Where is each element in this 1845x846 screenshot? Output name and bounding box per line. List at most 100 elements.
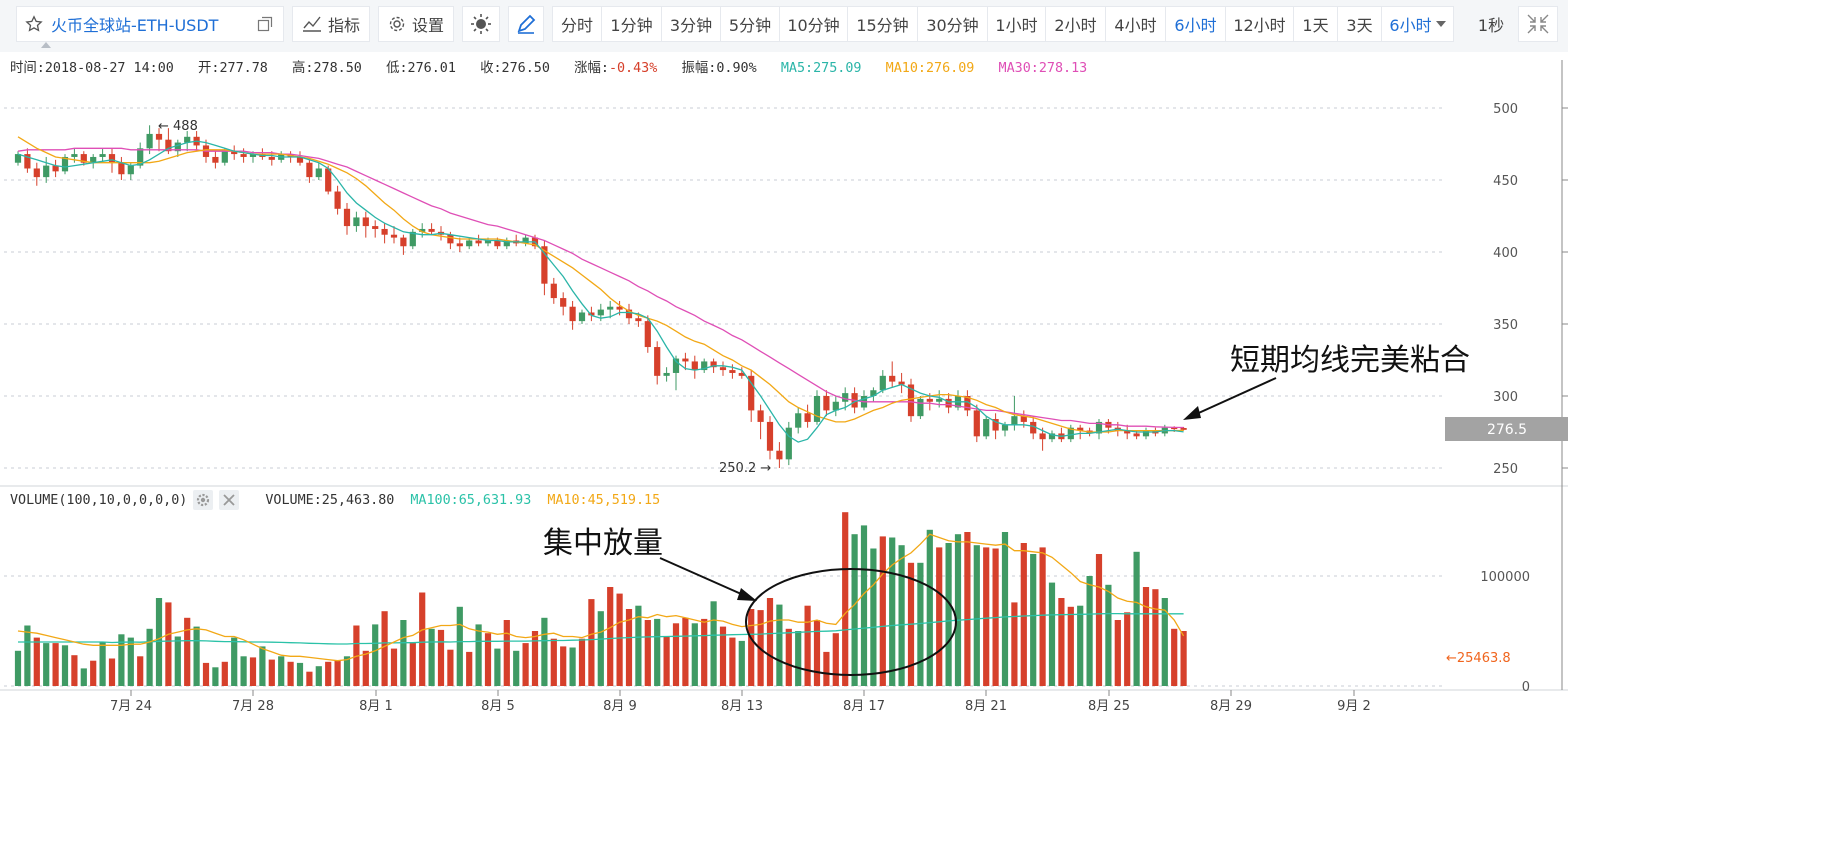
tab-tf-12[interactable]: 1天 xyxy=(1294,6,1338,42)
candle-body xyxy=(1142,430,1150,437)
chart-line-icon xyxy=(302,15,322,33)
tab-tf-1[interactable]: 1分钟 xyxy=(602,6,662,42)
info-high: 高:278.50 xyxy=(292,61,362,76)
last-price-label: 276.5 xyxy=(1487,422,1527,438)
tab-tf-6[interactable]: 30分钟 xyxy=(918,6,988,42)
volume-bar xyxy=(137,656,144,686)
tab-tf-8[interactable]: 2小时 xyxy=(1046,6,1106,42)
volume-bar xyxy=(362,650,369,686)
candle-body xyxy=(428,228,435,232)
candle-body xyxy=(597,309,604,316)
candle-body xyxy=(889,375,896,382)
symbol-selector[interactable]: 火币全球站-ETH-USDT xyxy=(16,6,284,48)
volume-close-button[interactable] xyxy=(219,490,240,510)
volume-bar xyxy=(701,618,708,686)
draw-tool-button[interactable] xyxy=(508,6,544,42)
volume-bar xyxy=(127,637,134,686)
candle-body xyxy=(1001,424,1009,431)
candle-body xyxy=(466,240,473,247)
volume-bar xyxy=(513,650,520,686)
settings-button[interactable]: 设置 xyxy=(378,6,454,42)
candle-body xyxy=(118,162,125,175)
volume-bar xyxy=(419,592,426,686)
tab-tf-13[interactable]: 3天 xyxy=(1338,6,1382,42)
volume-bar xyxy=(381,611,388,686)
tab-tf-7[interactable]: 1小时 xyxy=(988,6,1046,42)
volume-bar xyxy=(184,617,191,686)
chevron-down-icon xyxy=(1435,21,1446,27)
ohlc-info-bar: 时间:2018-08-27 14:00 开:277.78 高:278.50 低:… xyxy=(10,56,1087,76)
candle-body xyxy=(409,231,416,247)
tab-tf-5[interactable]: 15分钟 xyxy=(848,6,918,42)
candle-body xyxy=(635,318,642,322)
candle-body xyxy=(1020,416,1027,422)
popout-icon[interactable] xyxy=(257,16,273,32)
candle-body xyxy=(80,154,87,163)
candle-body xyxy=(484,240,492,244)
theme-toggle-button[interactable] xyxy=(462,6,500,42)
candle-body xyxy=(306,162,313,178)
candle-body xyxy=(569,306,576,322)
time-tick-label: 8月 17 xyxy=(843,699,885,714)
volume-bar xyxy=(1011,602,1018,686)
candle-body xyxy=(1152,430,1159,434)
volume-bar xyxy=(964,532,971,686)
volume-bar xyxy=(898,545,905,686)
candle-body xyxy=(832,401,839,411)
collapse-icon xyxy=(1526,13,1550,35)
last-volume-label: ←25463.8 xyxy=(1446,651,1511,666)
candle-body xyxy=(137,148,144,166)
close-icon xyxy=(223,494,236,506)
candle-body xyxy=(860,396,868,408)
volume-bar xyxy=(569,647,576,686)
volume-bar xyxy=(766,598,774,686)
candle-body xyxy=(71,154,78,157)
timeframe-dropdown[interactable]: 6小时 xyxy=(1382,6,1454,42)
info-change-label: 涨幅: xyxy=(574,61,609,76)
tab-tf-10[interactable]: 6小时 xyxy=(1166,6,1226,42)
ma30-line xyxy=(17,147,1184,429)
candle-body xyxy=(701,361,708,371)
volume-bar xyxy=(296,662,304,686)
candle-body xyxy=(588,312,595,316)
volume-bar xyxy=(1142,587,1150,686)
indicator-button[interactable]: 指标 xyxy=(292,6,370,42)
tab-tf-4[interactable]: 10分钟 xyxy=(780,6,848,42)
volume-bar xyxy=(484,633,492,686)
tab-tf-0[interactable]: 分时 xyxy=(552,6,602,42)
candle-body xyxy=(1030,421,1037,434)
tab-tf-9[interactable]: 4小时 xyxy=(1106,6,1166,42)
volume-settings-button[interactable] xyxy=(193,490,214,510)
volume-bar xyxy=(99,642,106,686)
candle-body xyxy=(672,358,680,373)
selector-caret-icon xyxy=(41,42,51,48)
annotation-arrow-head xyxy=(1183,406,1201,420)
toolbar: 火币全球站-ETH-USDT 指标 设置 分时 1分钟 3分钟 5分钟 10分钟… xyxy=(0,0,1568,52)
refresh-interval[interactable]: 1秒 xyxy=(1477,16,1505,35)
volume-bar xyxy=(202,662,210,686)
volume-bar xyxy=(945,543,952,686)
star-icon[interactable] xyxy=(25,15,43,33)
candle-body xyxy=(560,298,567,307)
volume-bar xyxy=(644,620,651,686)
gear-icon xyxy=(388,15,406,33)
tab-tf-11[interactable]: 12小时 xyxy=(1226,6,1294,42)
price-tick-label: 400 xyxy=(1493,246,1518,261)
volume-bar xyxy=(193,626,200,686)
volume-bar xyxy=(174,636,181,686)
candle-body xyxy=(249,154,257,157)
volume-bar xyxy=(729,637,736,686)
volume-bar xyxy=(879,536,886,686)
tab-tf-3[interactable]: 5分钟 xyxy=(721,6,780,42)
candle-body xyxy=(400,237,407,247)
volume-bar xyxy=(625,609,633,686)
candle-body xyxy=(729,370,736,373)
volume-bar xyxy=(578,638,586,686)
candle-body xyxy=(231,151,238,155)
candle-body xyxy=(1077,427,1084,431)
candle-body xyxy=(24,154,31,169)
candle-body xyxy=(644,321,651,348)
pencil-icon xyxy=(516,14,536,34)
fullscreen-button[interactable] xyxy=(1518,6,1558,42)
tab-tf-2[interactable]: 3分钟 xyxy=(662,6,721,42)
